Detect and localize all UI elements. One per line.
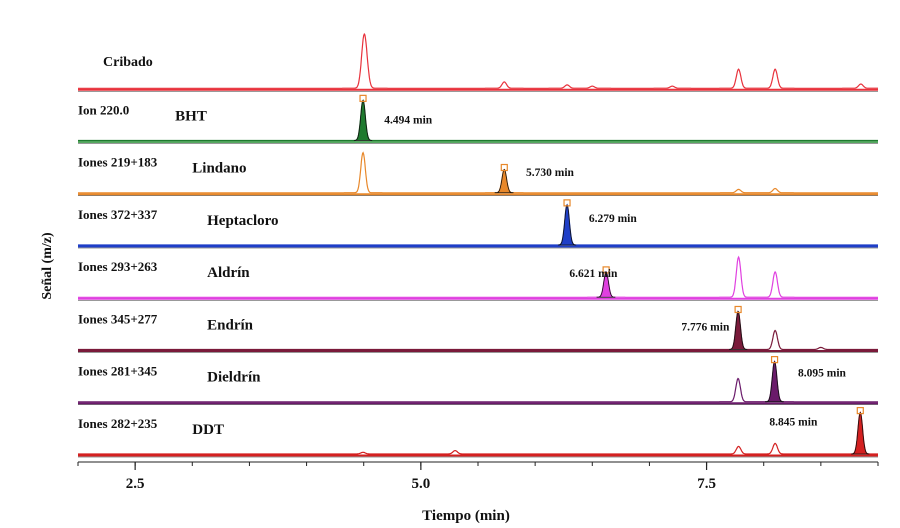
retention-time-label: 6.279 min — [589, 213, 638, 225]
series-trace — [78, 32, 878, 89]
ion-label: Ion 220.0 — [78, 102, 129, 117]
ion-label: Iones 345+277 — [78, 311, 158, 326]
ion-label: Cribado — [103, 55, 153, 70]
panel-5: Iones 345+277 Endrín 7.776 min — [78, 305, 878, 353]
panel-0: Cribado — [78, 32, 878, 92]
peak-marker — [734, 305, 742, 314]
target-peak — [596, 271, 616, 298]
compound-name: Aldrín — [207, 265, 250, 281]
peak-marker — [856, 406, 864, 415]
compound-name: BHT — [175, 108, 207, 124]
series-trace — [78, 360, 878, 403]
x-axis: 2.5 5.0 7.5 — [77, 461, 879, 492]
retention-time-label: 6.621 min — [569, 268, 618, 280]
target-peak — [851, 411, 870, 455]
ion-label: Iones 282+235 — [78, 416, 158, 431]
ion-label: Iones 219+183 — [78, 155, 158, 170]
x-axis-label: Tiempo (min) — [422, 508, 510, 524]
peak-marker — [602, 266, 610, 274]
target-peak — [765, 361, 784, 403]
target-peak — [729, 310, 748, 350]
retention-time-label: 8.095 min — [798, 367, 847, 379]
peak-marker — [359, 94, 367, 102]
series-trace — [78, 151, 878, 194]
peak-marker — [563, 199, 571, 207]
ion-label: Iones 281+345 — [78, 364, 158, 379]
series-trace — [78, 411, 878, 455]
panel-4: Iones 293+263 Aldrín 6.621 min — [78, 255, 878, 301]
series-trace — [78, 255, 878, 298]
ion-label: Iones 372+337 — [78, 207, 158, 222]
x-tick-label: 5.0 — [411, 476, 430, 492]
x-tick-label: 7.5 — [697, 476, 716, 492]
series-trace — [78, 99, 878, 142]
retention-time-label: 5.730 min — [526, 167, 575, 179]
compound-name: Dieldrín — [207, 370, 261, 386]
target-peak — [353, 99, 373, 141]
target-peak — [557, 204, 577, 246]
panel-6: Iones 281+345 Dieldrín 8.095 min — [78, 356, 878, 406]
peak-marker — [770, 356, 779, 364]
panel-3: Iones 372+337 Heptacloro 6.279 min — [78, 199, 878, 249]
retention-time-label: 7.776 min — [681, 321, 730, 333]
chromatogram-panels: Cribado Ion 220.0 BHT 4.494 min Iones 219+18… — [78, 32, 878, 458]
y-axis-label: Señal (m/z) — [40, 232, 55, 300]
retention-time-label: 8.845 min — [769, 416, 818, 428]
compound-name: Heptacloro — [207, 213, 278, 229]
panel-7: Iones 282+235 DDT 8.845 min — [78, 406, 878, 458]
compound-name: Endrín — [207, 317, 254, 333]
panel-1: Ion 220.0 BHT 4.494 min — [78, 94, 878, 144]
series-trace — [78, 203, 878, 246]
series-trace — [78, 310, 878, 351]
compound-name: DDT — [192, 422, 224, 438]
ion-label: Iones 293+263 — [78, 259, 158, 274]
x-tick-label: 2.5 — [126, 476, 145, 492]
panel-2: Iones 219+183 Lindano 5.730 min — [78, 151, 878, 197]
peak-marker — [500, 163, 508, 172]
target-peak — [494, 169, 514, 194]
retention-time-label: 4.494 min — [384, 115, 433, 127]
compound-name: Lindano — [192, 161, 246, 177]
